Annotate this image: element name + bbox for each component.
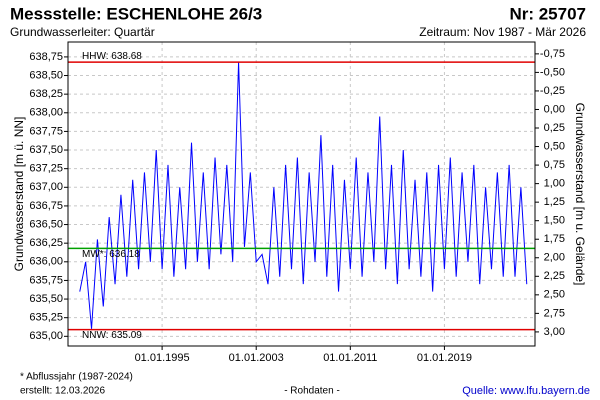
- chart-title: Messstelle: ESCHENLOHE 26/3: [10, 4, 262, 23]
- y-tick-label: 636,75: [29, 200, 63, 212]
- y-tick-label: 636,00: [29, 256, 63, 268]
- y2-tick-label: 1,00: [544, 178, 565, 190]
- subtitle: Grundwasserleiter: Quartär: [10, 25, 155, 39]
- footnote: * Abflussjahr (1987-2024): [20, 372, 133, 383]
- y2-tick-label: 0,75: [544, 159, 565, 171]
- period: Zeitraum: Nov 1987 - Mär 2026: [419, 25, 586, 39]
- y2-tick-label: -0,25: [540, 85, 565, 97]
- y2-tick-label: 1,50: [544, 215, 565, 227]
- y-tick-label: 638,00: [29, 107, 63, 119]
- y2-tick-label: 1,25: [544, 196, 565, 208]
- data-line: [79, 62, 528, 329]
- x-tick-label: 01.01.2019: [417, 352, 472, 364]
- y-tick-label: 637,50: [29, 144, 63, 156]
- y2-tick-label: 0,00: [544, 103, 565, 115]
- y2-tick-label: -0,50: [540, 66, 565, 78]
- plot-frame: [67, 41, 536, 347]
- y-tick-label: 636,25: [29, 237, 63, 249]
- x-tick-label: 01.01.1995: [135, 352, 190, 364]
- y2-tick-label: 1,75: [544, 233, 565, 245]
- y-tick-label: 635,00: [29, 330, 63, 342]
- y-tick-label: 637,00: [29, 181, 63, 193]
- y-tick-label: 635,25: [29, 312, 63, 324]
- y-tick-label: 638,75: [29, 51, 63, 63]
- y-tick-label: 635,50: [29, 293, 63, 305]
- station-number: Nr: 25707: [509, 4, 586, 23]
- y2-tick-label: 3,00: [544, 326, 565, 338]
- raw-data-note: - Rohdaten -: [284, 386, 340, 397]
- source: Quelle: www.lfu.bayern.de: [462, 385, 590, 397]
- y-tick-label: 635,75: [29, 274, 63, 286]
- y-tick-label: 636,50: [29, 218, 63, 230]
- y-tick-label: 637,75: [29, 125, 63, 137]
- y2-axis-label: Grundwasserstand [m u. Gelände]: [573, 103, 587, 286]
- reference-label: HHW: 638.68: [82, 51, 142, 62]
- x-tick-label: 01.01.2003: [229, 352, 284, 364]
- reference-label: MW*: 636.18: [82, 249, 140, 260]
- y-axis-label: Grundwasserstand [m ü. NN]: [12, 117, 26, 272]
- y-tick-label: 638,50: [29, 69, 63, 81]
- y2-tick-label: 0,25: [544, 122, 565, 134]
- x-tick-label: 01.01.2011: [323, 352, 377, 364]
- y-tick-label: 637,25: [29, 163, 63, 175]
- y2-tick-label: 2,75: [544, 307, 565, 319]
- y2-tick-label: 2,50: [544, 289, 565, 301]
- created: erstellt: 12.03.2026: [20, 386, 105, 397]
- y2-tick-label: 2,25: [544, 270, 565, 282]
- y-tick-label: 638,25: [29, 88, 63, 100]
- y2-tick-label: 2,00: [544, 252, 565, 264]
- y2-tick-label: 0,50: [544, 140, 565, 152]
- y2-tick-label: -0,75: [540, 48, 565, 60]
- reference-label: NNW: 635.09: [82, 330, 142, 341]
